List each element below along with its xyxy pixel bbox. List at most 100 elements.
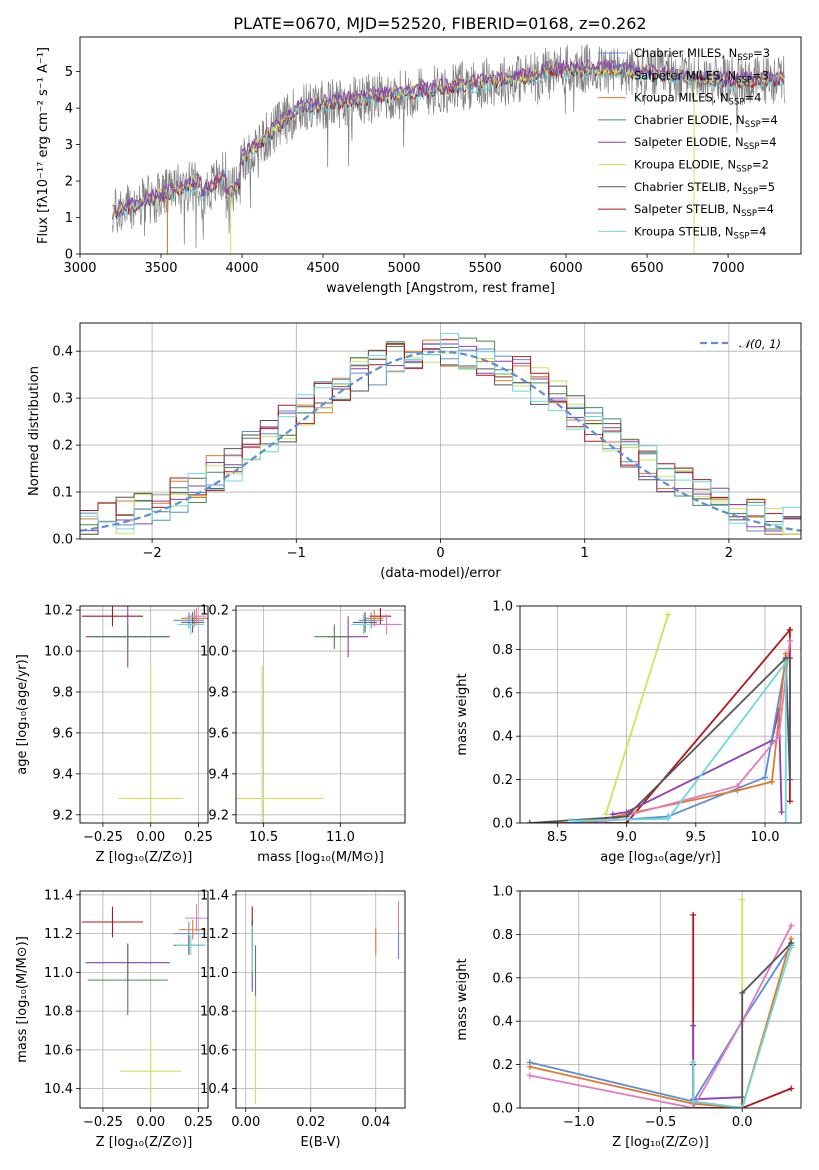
weight-line [571,660,787,823]
legend-entry: Kroupa STELIB, NSSP=4 [634,224,766,241]
weight-line [529,627,791,823]
weight-marker [782,820,789,823]
y-axis-label: mass [log₁₀(M/M⊙)] [15,936,30,1063]
y-tick-label: 0.4 [492,1015,513,1030]
weight-marker [786,637,793,644]
x-tick-label: 7000 [712,261,745,276]
weight-line [529,938,793,1108]
errorbar-point [358,612,384,629]
weight-line [529,925,793,1108]
weight-marker [739,896,746,903]
errorbar-point [175,935,207,955]
weight-marker [690,1059,697,1066]
x-tick-label: 0 [436,546,444,561]
legend-entry: Chabrier MILES, NSSP=3 [634,46,770,63]
y-tick-label: 11.2 [200,927,229,942]
y-tick-label: 5 [65,65,73,80]
y-tick-label: 9.4 [208,767,229,782]
x-tick-label: 4500 [306,261,339,276]
y-tick-label: 0.1 [52,486,73,501]
histogram-kroupa_stelib [80,333,801,530]
legend-entry: Kroupa MILES, NSSP=4 [634,91,761,108]
weight-marker [690,1022,697,1029]
y-tick-label: 2 [65,175,73,190]
y-axis-label: Normed distribution [27,366,42,496]
y-tick-label: 11.4 [44,888,73,903]
y-tick-label: 0.3 [52,392,73,407]
x-tick-label: 9.5 [685,830,706,845]
x-tick-label: 10.0 [751,830,780,845]
plot-area [80,891,208,1108]
x-tick-label: −0.25 [83,1115,123,1130]
errorbar-point [352,612,378,633]
spectrum-line-salpeter_elodie [112,59,785,215]
x-tick-label: 1 [581,546,589,561]
y-axis-label: Flux [fλ10⁻¹⁷ erg cm⁻² s⁻¹ A⁻¹] [36,47,51,244]
y-tick-label: 9.8 [208,685,229,700]
y-tick-label: 9.6 [52,726,73,741]
axes-frame [235,890,406,1109]
legend-tail: =3 [752,68,769,82]
x-axis-label: mass [log₁₀(M/M⊙)] [257,850,384,865]
x-axis-label: wavelength [Angstrom, rest frame] [326,281,555,296]
weight-marker [526,820,533,823]
legend-text: Chabrier MILES, N [634,46,737,60]
errorbar-point [118,665,184,823]
errorbar-point [181,612,205,633]
legend-sub: SSP [737,53,753,63]
y-axis-label: age [log₁₀(age/yr)] [15,654,30,775]
weight-marker [739,989,746,996]
y-axis-label: mass weight [455,673,470,755]
y-tick-label: 1 [65,211,73,226]
errorbar-point [181,610,208,627]
legend-text: Kroupa STELIB, N [634,224,734,238]
x-tick-label: 3500 [144,261,177,276]
x-axis-label: (data-model)/error [380,566,501,581]
errorbar-point [185,904,208,932]
legend-text: Kroupa MILES, N [634,91,729,105]
legend-text: Salpeter STELIB, N [634,202,741,216]
legend-entry: 𝒩(0, 1) [739,337,781,351]
legend-sub: SSP [745,120,761,130]
x-tick-label: 10.5 [249,830,278,845]
axes-frame [519,890,802,1109]
x-tick-label: 4000 [225,261,258,276]
legend-sub: SSP [742,187,758,197]
weight-marker [665,611,672,618]
plot-area [80,323,801,539]
plot-area [236,891,405,1108]
axes-weight_vs_age: 8.5 9.0 9.5 10.0 0.0 0.2 0.4 0.6 0.8 1.0 age [log₁… [455,600,802,865]
x-tick-label: 8.5 [547,830,568,845]
weight-line [692,914,792,1108]
x-tick-label: −1.0 [563,1115,595,1130]
axes-age_vs_mass: 10.5 11.0 9.2 9.4 9.6 9.8 10.0 10.2 mass [log₁₀(… [200,604,406,865]
errorbar-point [81,606,144,627]
y-tick-label: 10.6 [200,1043,229,1058]
y-tick-label: 3 [65,138,73,153]
legend: 𝒩(0, 1) [700,337,781,351]
legend-tail: =2 [752,158,769,172]
y-tick-label: 0.8 [492,928,513,943]
x-tick-label: 2 [725,546,733,561]
legend-sub: SSP [744,142,760,152]
axes-weight_vs_Z: −1.0 −0.5 0.0 0.0 0.2 0.4 0.6 0.8 1.0 Z [log₁₀(Z/… [455,885,802,1150]
x-tick-label: −1 [287,546,306,561]
weight-line [529,656,791,823]
x-tick-label: −0.5 [645,1115,677,1130]
y-tick-label: 1.0 [492,600,513,615]
y-tick-label: 10.4 [44,1082,73,1097]
weight-line [604,614,669,815]
y-tick-label: 0.2 [52,439,73,454]
y-tick-label: 11.0 [44,966,73,981]
y-tick-label: 9.8 [52,685,73,700]
axes-frame [235,605,406,824]
legend-tail: =4 [761,113,778,127]
weight-marker [623,820,630,823]
x-tick-label: 0.00 [136,1115,165,1130]
weight-marker [786,626,793,633]
errorbar-point [173,612,205,629]
x-tick-label: 0.25 [184,830,213,845]
x-tick-label: 0.0 [732,1115,753,1130]
y-tick-label: 10.2 [200,604,229,619]
